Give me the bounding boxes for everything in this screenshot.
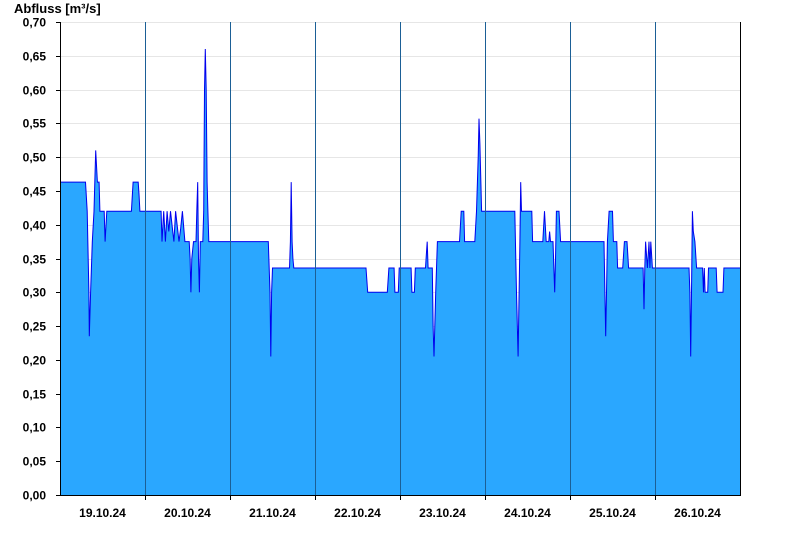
y-axis-ticks: 0,00 0,05 0,10 0,15 0,20 0,25 0,30 0,35 0,40 0,45… xyxy=(23,16,60,503)
y-tick-label: 0,00 xyxy=(23,489,47,503)
y-tick-label: 0,20 xyxy=(23,354,47,368)
y-tick-label: 0,30 xyxy=(23,286,47,300)
y-tick-label: 0,35 xyxy=(23,253,47,267)
y-tick-label: 0,55 xyxy=(23,117,47,131)
x-tick-label: 26.10.24 xyxy=(674,506,721,520)
y-tick-label: 0,15 xyxy=(23,388,47,402)
y-tick-label: 0,60 xyxy=(23,84,47,98)
x-tick-label: 24.10.24 xyxy=(504,506,551,520)
y-tick-label: 0,65 xyxy=(23,50,47,64)
discharge-line xyxy=(60,48,740,357)
y-axis-title: Abfluss [m³/s] xyxy=(14,1,101,16)
x-tick-label: 20.10.24 xyxy=(164,506,211,520)
y-tick-label: 0,70 xyxy=(23,16,47,30)
x-tick-label: 25.10.24 xyxy=(589,506,636,520)
y-tick-label: 0,10 xyxy=(23,421,47,435)
y-tick-label: 0,45 xyxy=(23,185,47,199)
x-tick-label: 22.10.24 xyxy=(334,506,381,520)
day-separators xyxy=(145,22,656,495)
y-tick-label: 0,25 xyxy=(23,320,47,334)
x-tick-label: 19.10.24 xyxy=(79,506,126,520)
x-tick-label: 23.10.24 xyxy=(419,506,466,520)
y-tick-label: 0,50 xyxy=(23,151,47,165)
x-axis-ticks: 19.10.24 20.10.24 21.10.24 22.10.24 23.10.24… xyxy=(79,495,721,520)
y-tick-label: 0,05 xyxy=(23,455,47,469)
x-tick-label: 21.10.24 xyxy=(249,506,296,520)
y-tick-label: 0,40 xyxy=(23,219,47,233)
